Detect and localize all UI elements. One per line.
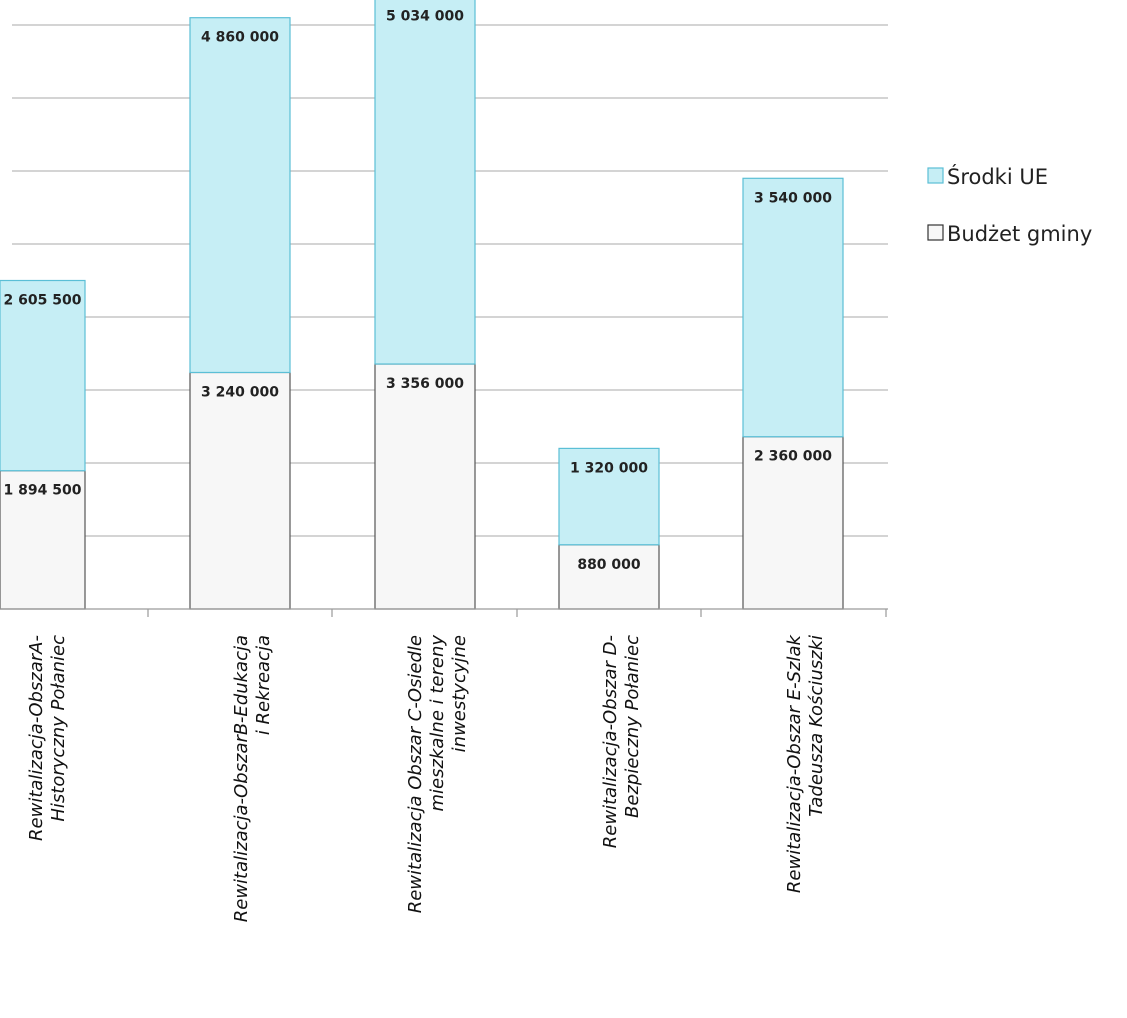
category-label-line: Tadeusza Kościuszki	[806, 635, 827, 817]
category-label-line: Historyczny Połaniec	[48, 635, 69, 822]
category-label-line: inwestycyjne	[449, 635, 470, 752]
category-label: Rewitalizacja-Obszar D- Bezpieczny Połani…	[600, 635, 643, 848]
category-label-line: Rewitalizacja-ObszarA-	[26, 635, 47, 841]
category-label-line: i Rekreacja	[253, 635, 274, 735]
data-label: 880 000	[577, 557, 641, 573]
legend-swatch	[927, 167, 944, 184]
bar-budzet-gminy	[742, 436, 844, 610]
bar-srodki-ue	[374, 0, 476, 365]
category-label: Rewitalizacja-ObszarB-Edukacja i Rekreacj…	[231, 635, 274, 922]
category-label-line: mieszkalne i tereny	[427, 635, 448, 812]
category-label: Rewitalizacja-Obszar E-Szlak Tadeusza Koś…	[784, 633, 827, 893]
bar-srodki-ue	[0, 279, 86, 472]
category-label: Rewitalizacja-ObszarA- Historyczny Połani…	[26, 635, 69, 841]
x-axis	[0, 608, 888, 617]
category-labels: Rewitalizacja-ObszarA- Historyczny Połani…	[26, 633, 827, 922]
legend-swatch	[927, 224, 944, 241]
bar-budzet-gminy	[558, 544, 660, 610]
legend: Środki UE Budżet gminy	[927, 164, 1092, 246]
bar-budzet-gminy	[189, 371, 291, 610]
legend-label: Budżet gminy	[947, 222, 1092, 246]
data-label: 4 860 000	[201, 30, 279, 46]
data-label: 1 894 500	[4, 483, 82, 499]
bar-srodki-ue	[558, 447, 660, 546]
data-label: 3 540 000	[754, 190, 832, 206]
bar-budzet-gminy	[0, 470, 86, 610]
data-label: 1 320 000	[570, 460, 648, 476]
data-label: 5 034 000	[386, 9, 464, 25]
data-label: 3 356 000	[386, 376, 464, 392]
bar-srodki-ue	[189, 17, 291, 374]
data-label: 3 240 000	[201, 384, 279, 400]
category-label-line: Bezpieczny Połaniec	[622, 635, 643, 818]
category-label-line: Rewitalizacja-Obszar E-Szlak	[784, 633, 805, 893]
category-label-line: Rewitalizacja Obszar C-Osiedle	[405, 635, 426, 913]
bars: 1 894 500 2 605 500 3 240 000 4 860 000 3 35…	[0, 0, 844, 610]
legend-label: Środki UE	[947, 164, 1048, 189]
bar-budzet-gminy	[374, 363, 476, 610]
data-label: 2 360 000	[754, 449, 832, 465]
category-label-line: Rewitalizacja-ObszarB-Edukacja	[231, 635, 252, 922]
category-label-line: Rewitalizacja-Obszar D-	[600, 635, 621, 848]
category-label: Rewitalizacja Obszar C-Osiedle mieszkalne…	[405, 635, 470, 914]
bar-srodki-ue	[742, 177, 844, 438]
data-label: 2 605 500	[4, 293, 82, 309]
